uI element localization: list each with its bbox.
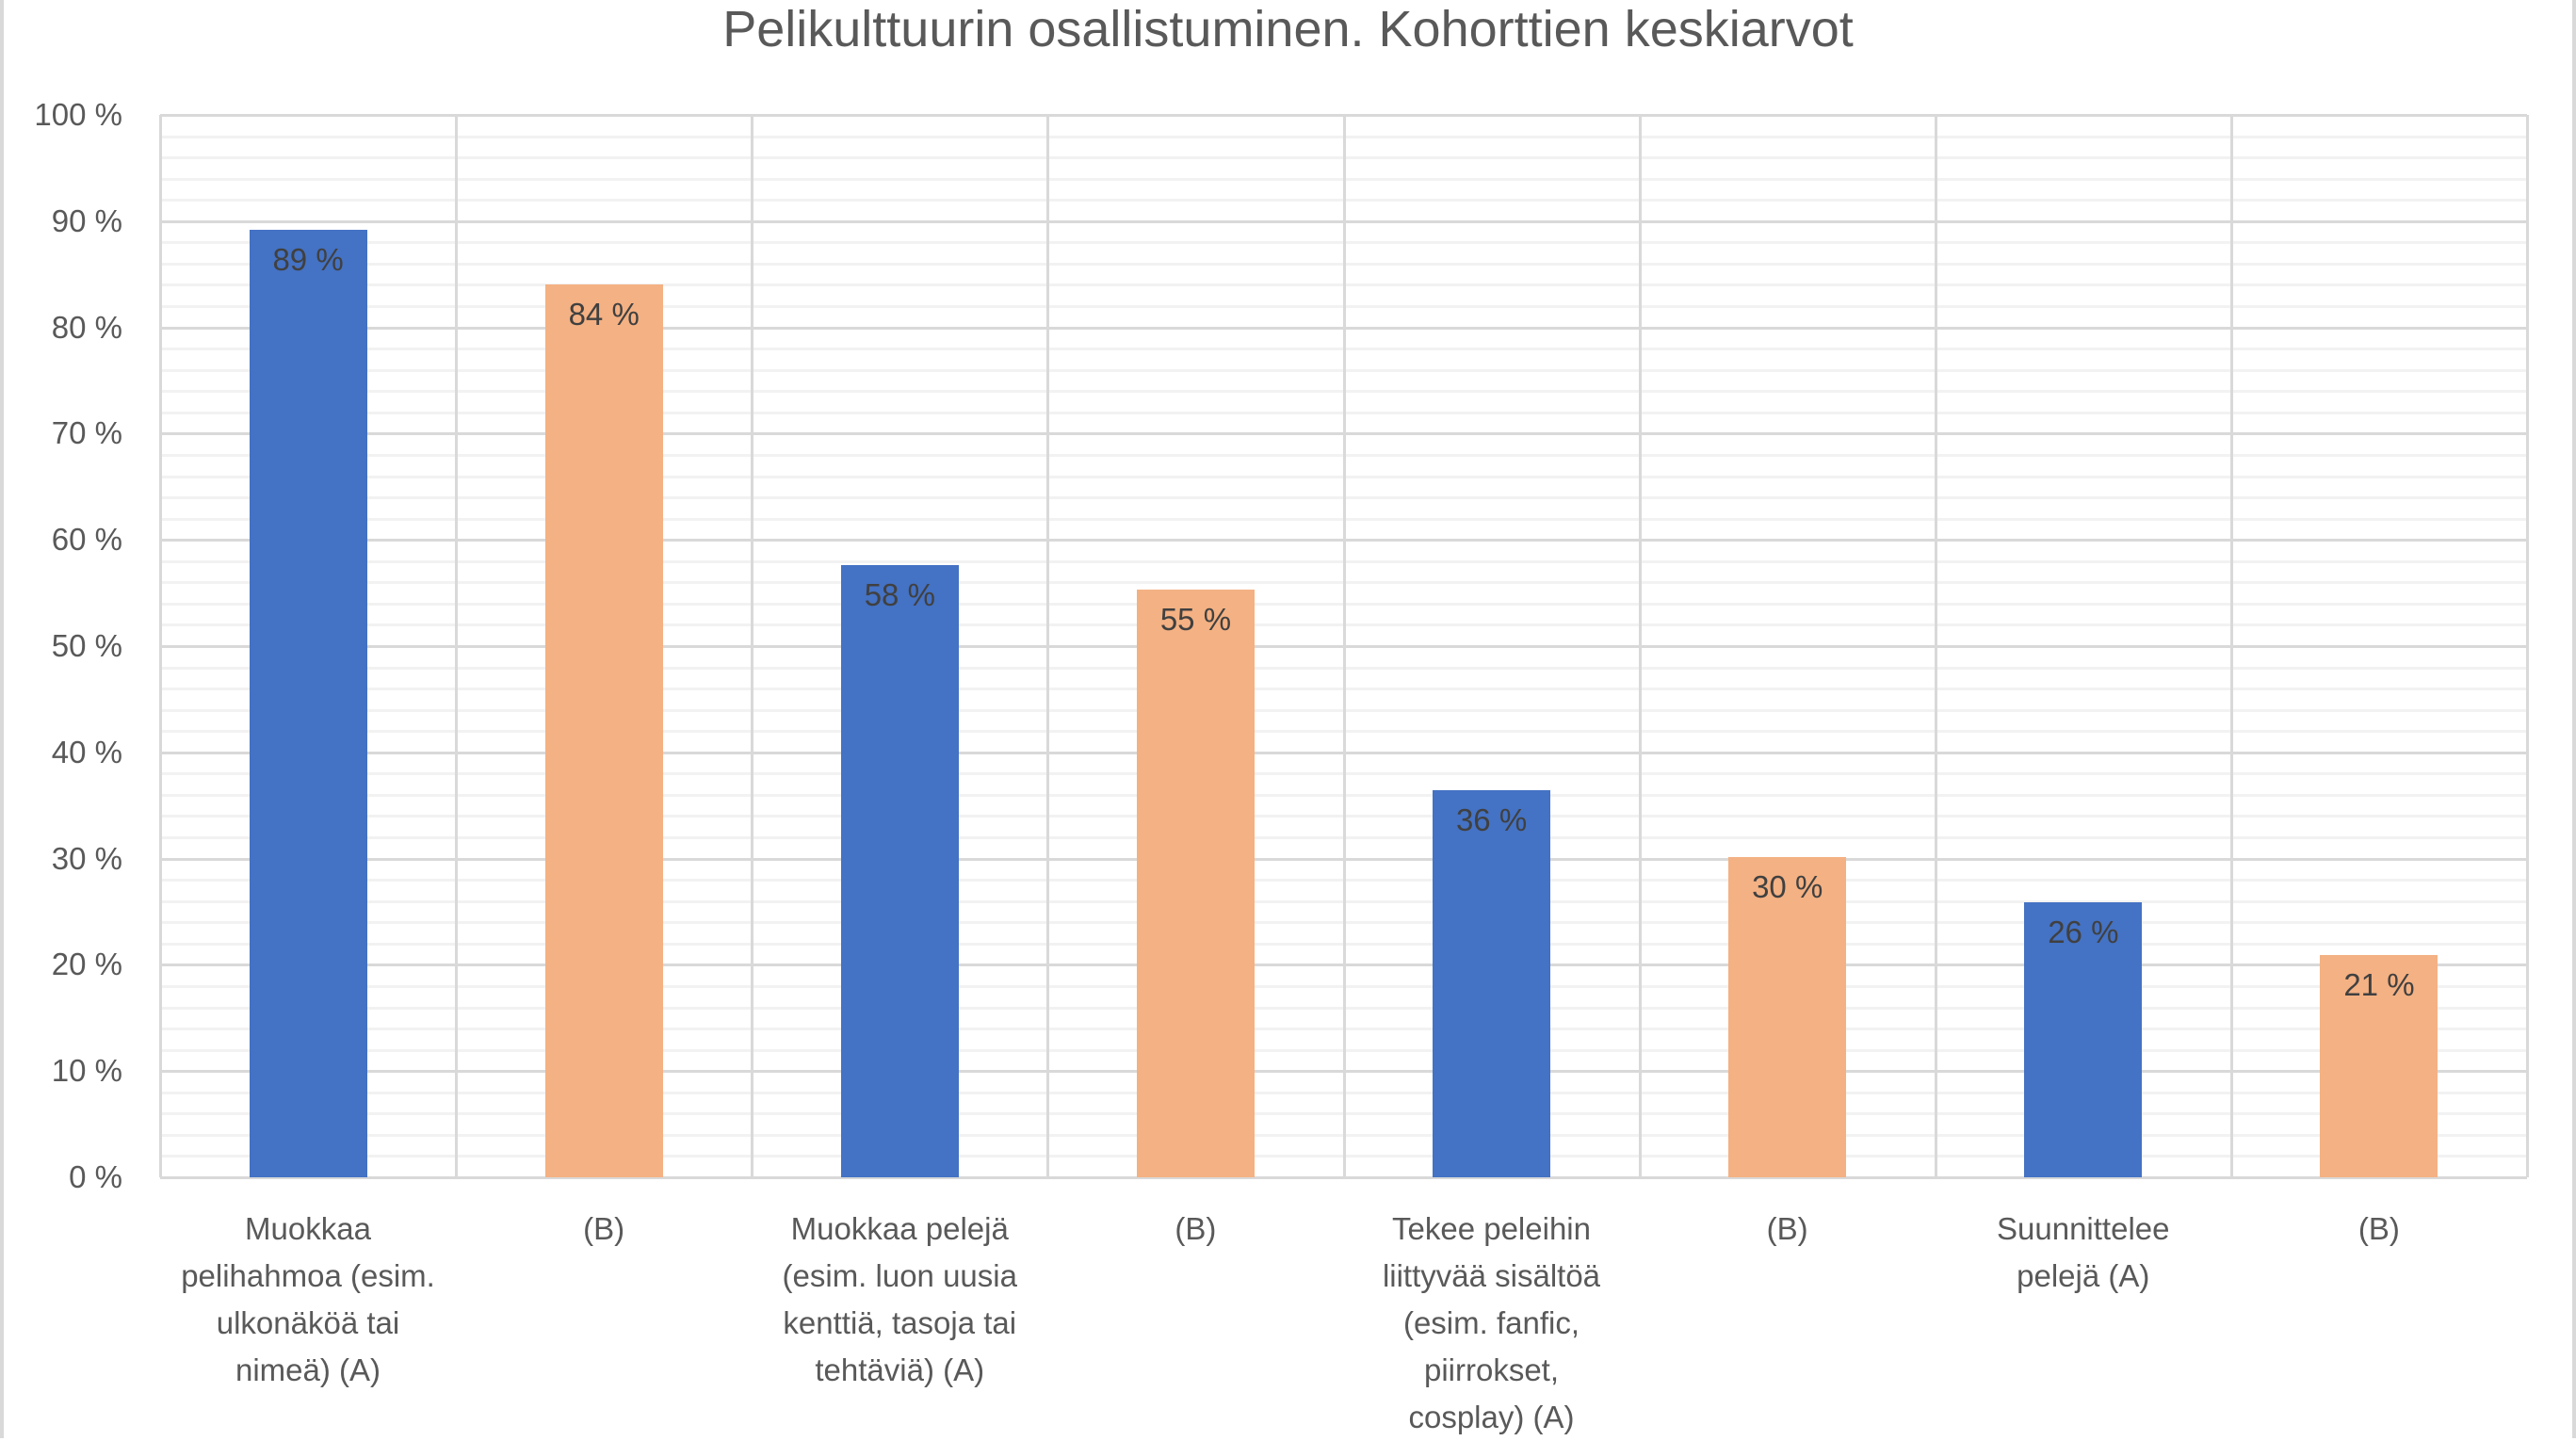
data-label: 55 % xyxy=(1159,602,1232,638)
y-tick-label: 40 % xyxy=(51,734,122,769)
x-category-label-line: (B) xyxy=(2357,1211,2400,1246)
x-category-label-line: cosplay) (A) xyxy=(1408,1400,1575,1434)
x-category-label-line: pelejä (A) xyxy=(2017,1258,2150,1293)
bar-7-cohort-a[interactable]: 26 % xyxy=(2024,901,2143,1177)
x-category-label-line: piirrokset, xyxy=(1423,1352,1560,1387)
x-category-label: Tekee peleihin liittyvää sisältöä (esim. f… xyxy=(1344,1206,1640,1441)
bar-6-cohort-b[interactable]: 30 % xyxy=(1728,857,1847,1177)
bar-3-cohort-a[interactable]: 58 % xyxy=(840,565,959,1177)
bar-5-cohort-a[interactable]: 36 % xyxy=(1433,790,1551,1177)
x-category-label-line: (B) xyxy=(583,1211,625,1246)
category-separator xyxy=(1342,115,1346,1177)
x-category-label: (B) xyxy=(2231,1206,2527,1253)
x-category-label: (B) xyxy=(1047,1206,1343,1253)
bar-8-cohort-b[interactable]: 21 % xyxy=(2320,955,2438,1177)
data-label: 58 % xyxy=(864,577,935,613)
y-tick-label: 50 % xyxy=(51,628,122,663)
data-label: 36 % xyxy=(1455,802,1528,838)
chart-title: Pelikulttuurin osallistuminen. Kohorttie… xyxy=(722,1,1854,57)
x-category-label-line: Suunnittelee xyxy=(1997,1211,2170,1246)
y-tick-label: 30 % xyxy=(51,840,122,876)
category-separator xyxy=(2229,115,2233,1177)
y-tick-label: 90 % xyxy=(51,202,122,238)
x-category-label-line: Muokkaa xyxy=(245,1211,371,1246)
x-category-label-line: ulkonäköä tai xyxy=(216,1305,400,1340)
data-label: 89 % xyxy=(272,241,344,277)
category-separator xyxy=(1046,115,1050,1177)
x-category-label: Muokkaa pelejä (esim. luon uusia kenttiä, … xyxy=(752,1206,1047,1394)
x-category-label-line: nimeä) (A) xyxy=(235,1352,381,1387)
bar-2-cohort-b[interactable]: 84 % xyxy=(544,284,663,1177)
category-separator xyxy=(455,115,459,1177)
x-category-label-line: (esim. fanfic, xyxy=(1402,1305,1580,1340)
y-tick-label: 100 % xyxy=(34,97,122,132)
bar-4-cohort-b[interactable]: 55 % xyxy=(1136,590,1255,1177)
x-category-label-line: Muokkaa pelejä xyxy=(790,1211,1009,1246)
major-gridline xyxy=(160,1176,2527,1179)
x-category-label: (B) xyxy=(456,1206,752,1253)
category-separator xyxy=(159,115,162,1177)
category-separator xyxy=(1638,115,1642,1177)
chart-frame-right-border xyxy=(2572,0,2576,1438)
y-tick-label: 20 % xyxy=(51,947,122,982)
x-category-label: Muokkaa pelihahmoa (esim. ulkonäköä tai nim… xyxy=(160,1206,456,1394)
x-category-label-line: (B) xyxy=(1766,1211,1808,1246)
category-separator xyxy=(751,115,754,1177)
x-category-label-line: kenttiä, tasoja tai xyxy=(783,1305,1017,1340)
x-category-label: Suunnittelee pelejä (A) xyxy=(1936,1206,2231,1300)
data-label: 30 % xyxy=(1752,869,1823,905)
data-label: 84 % xyxy=(568,297,640,332)
chart-frame-left-border xyxy=(0,0,4,1438)
y-tick-label: 10 % xyxy=(51,1053,122,1089)
x-category-label: (B) xyxy=(1640,1206,1936,1253)
data-label: 21 % xyxy=(2343,967,2415,1003)
y-tick-label: 60 % xyxy=(51,522,122,558)
x-category-label-line: (B) xyxy=(1175,1211,1217,1246)
y-tick-label: 80 % xyxy=(51,309,122,345)
x-category-label-line: tehtäviä) (A) xyxy=(815,1352,985,1387)
bar-1-cohort-a[interactable]: 89 % xyxy=(249,229,367,1177)
category-separator xyxy=(2526,115,2529,1177)
data-label: 26 % xyxy=(2048,914,2119,949)
x-category-label-line: (esim. luon uusia xyxy=(782,1258,1017,1293)
plot-area: 89 % 84 % 58 % 55 % 36 % 30 % 26 % 21 % xyxy=(159,114,2529,1179)
category-separator xyxy=(1934,115,1937,1177)
x-category-label-line: Tekee peleihin xyxy=(1392,1211,1591,1246)
x-category-label-line: pelihahmoa (esim. xyxy=(181,1258,435,1293)
y-tick-label: 70 % xyxy=(51,415,122,451)
y-tick-label: 0 % xyxy=(69,1159,122,1194)
x-category-label-line: liittyvää sisältöä xyxy=(1382,1258,1601,1293)
